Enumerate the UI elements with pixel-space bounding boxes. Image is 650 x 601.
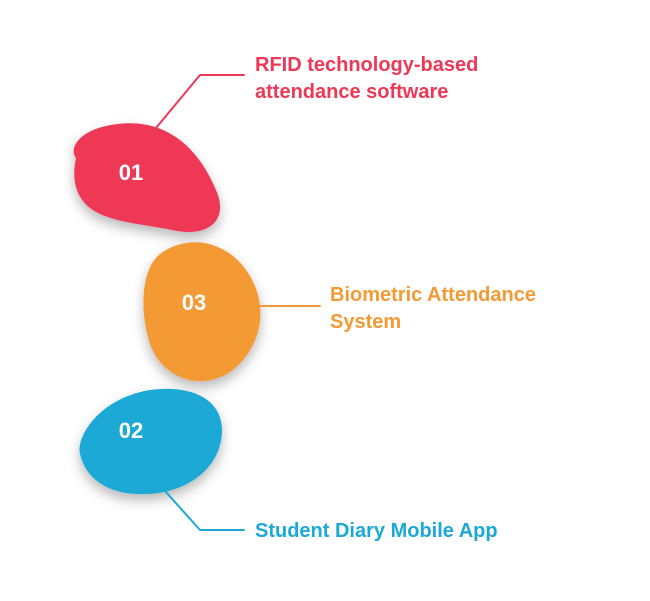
segment-label-1: RFID technology-based attendance softwar… xyxy=(255,52,478,106)
segment-number-seg1: 01 xyxy=(119,160,143,185)
infographic-root: 01 03 02 RFID technology-based attendance … xyxy=(0,0,650,601)
segment-label-2: Student Diary Mobile App xyxy=(255,518,498,545)
segment-label-3: Biometric Attendance System xyxy=(330,282,536,336)
segment-number-seg3: 03 xyxy=(182,290,206,315)
segment-shape-seg2 xyxy=(80,389,222,494)
segment-number-seg2: 02 xyxy=(119,418,143,443)
